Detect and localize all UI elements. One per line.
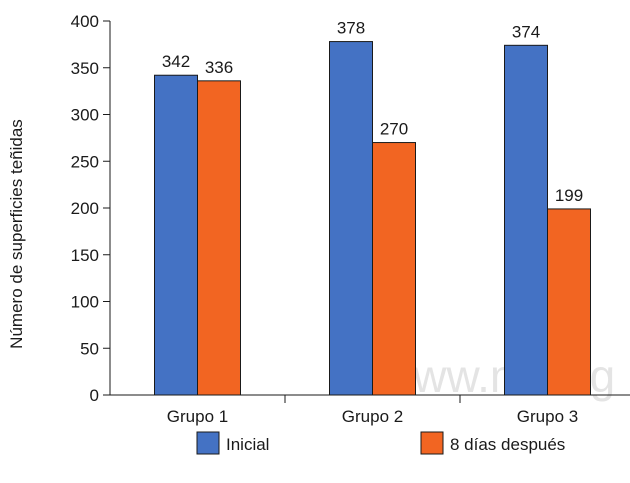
bar [154,74,198,396]
x-tick-label: Grupo 1 [167,407,228,426]
bar [197,80,241,396]
y-axis-title: Número de superficies teñidas [7,119,26,349]
legend-label: Inicial [226,435,269,454]
bar [547,208,591,396]
bars [154,41,591,396]
axes: 0 50 100 150 200 250 300 350 400 Grupo 1 Grupo 2 Gr… [71,12,630,426]
y-tick-label: 150 [71,246,99,265]
y-tick-label: 400 [71,12,99,31]
data-label: 270 [380,120,408,139]
data-labels: 342 336 378 270 374 199 [162,19,583,205]
x-tick-label: Grupo 2 [342,407,403,426]
bar [329,41,373,396]
legend-swatch [420,431,444,455]
y-tick-label: 0 [90,386,99,405]
legend-label: 8 días después [450,435,565,454]
legend-swatch [196,431,220,455]
x-tick-label: Grupo 3 [517,407,578,426]
y-tick-label: 100 [71,293,99,312]
y-tick-label: 250 [71,152,99,171]
bar [372,142,416,396]
y-tick-label: 200 [71,199,99,218]
y-tick-label: 50 [80,339,99,358]
data-label: 199 [555,186,583,205]
y-tick-label: 300 [71,106,99,125]
y-tick-label: 350 [71,59,99,78]
bar [504,44,548,396]
legend: Inicial 8 días después [196,431,565,455]
data-label: 374 [512,22,540,41]
data-label: 336 [205,58,233,77]
data-label: 342 [162,52,190,71]
data-label: 378 [337,19,365,38]
